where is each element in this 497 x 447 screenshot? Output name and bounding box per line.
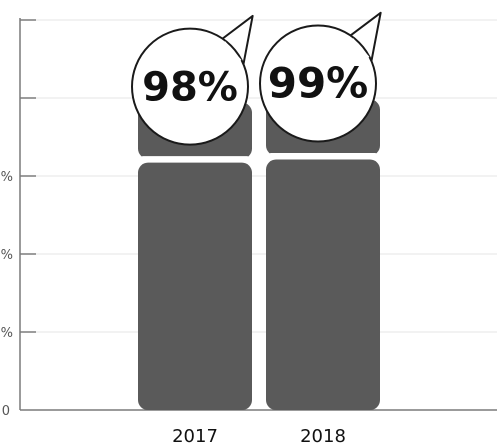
x-tick-label: 2018 — [300, 426, 346, 447]
bars — [137, 99, 381, 410]
y-tick-label: 0 — [2, 404, 10, 419]
value-label: 98% — [142, 65, 238, 111]
value-bubbles: 98% 99% — [131, 11, 382, 146]
bubble-circle — [131, 27, 249, 146]
x-tick-labels: 2017 2018 — [172, 426, 346, 447]
bubble-joint — [350, 38, 370, 60]
bar-notch — [265, 153, 381, 159]
bar — [266, 159, 380, 410]
axes — [19, 18, 497, 411]
value-label: 99% — [268, 59, 369, 108]
y-ticks: % % % 0 — [1, 19, 36, 419]
bar — [138, 162, 252, 410]
value-bubble: 99% — [259, 11, 382, 143]
value-bubble: 98% — [131, 14, 254, 146]
bubble-circle — [259, 24, 377, 143]
bar-notch — [137, 156, 253, 162]
bubble-joint — [222, 41, 242, 63]
y-tick-label: % — [1, 170, 13, 185]
y-tick-label: % — [1, 248, 13, 263]
y-tick-label: % — [1, 326, 13, 341]
x-tick-label: 2017 — [172, 426, 218, 447]
